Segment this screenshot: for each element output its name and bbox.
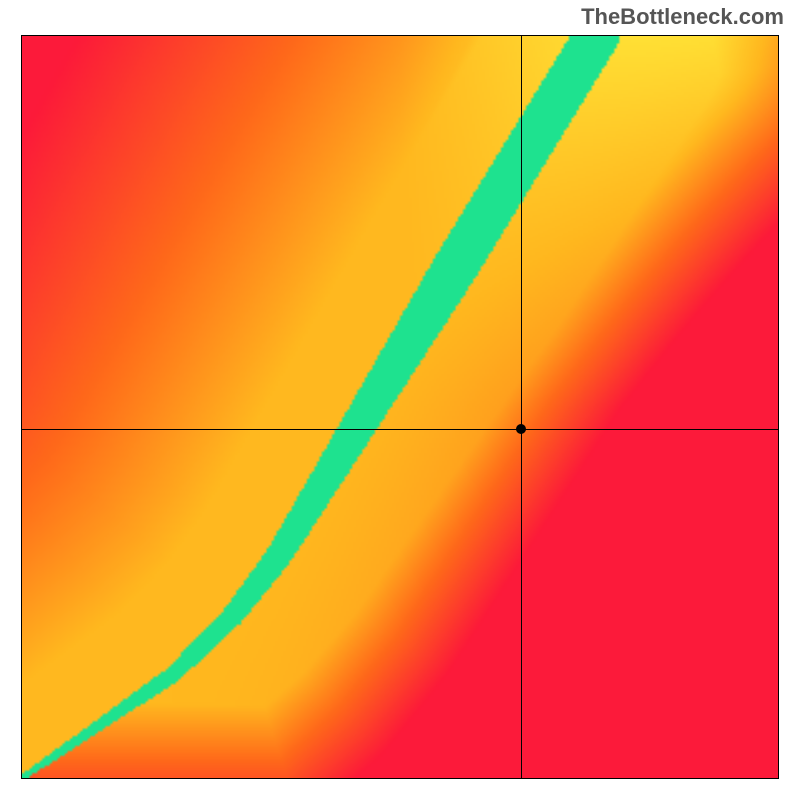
bottleneck-heatmap xyxy=(21,35,779,779)
attribution-text: TheBottleneck.com xyxy=(581,4,784,30)
heatmap-canvas xyxy=(22,36,778,778)
